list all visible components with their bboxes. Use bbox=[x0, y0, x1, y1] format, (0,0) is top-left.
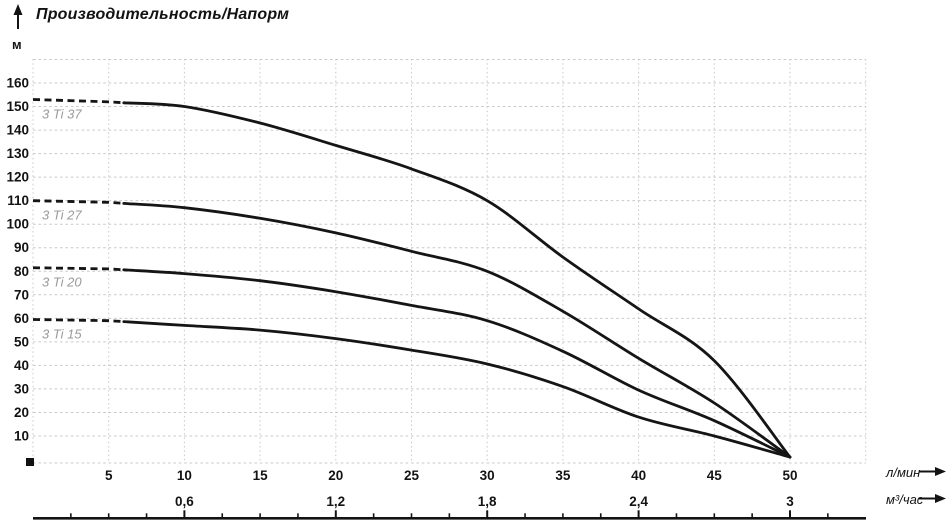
pump-curve-3-ti-37 bbox=[122, 101, 792, 459]
series-label-3-ti-37: 3 Ti 37 bbox=[42, 106, 82, 121]
x-tick-label-m3h: 2,4 bbox=[629, 494, 648, 509]
x-tick-label-lmin: 10 bbox=[177, 468, 192, 483]
lmin-axis-arrow-icon bbox=[935, 467, 946, 476]
y-tick-label: 10 bbox=[14, 428, 29, 443]
x-tick-label-lmin: 5 bbox=[105, 468, 113, 483]
x-tick-label-lmin: 45 bbox=[707, 468, 723, 483]
pump-curve-3-ti-27 bbox=[122, 202, 792, 459]
y-tick-label: 20 bbox=[14, 405, 29, 420]
x-tick-label-m3h: 3 bbox=[786, 494, 794, 509]
x-axis-unit-label-lmin: л/мин bbox=[886, 465, 921, 480]
y-tick-label: 90 bbox=[14, 240, 29, 255]
y-axis-unit-label: м bbox=[12, 37, 22, 52]
x-tick-label-lmin: 20 bbox=[328, 468, 343, 483]
y-tick-label: 110 bbox=[7, 193, 29, 208]
x-tick-label-m3h: 0,6 bbox=[175, 494, 194, 509]
y-tick-label: 60 bbox=[14, 311, 29, 326]
chart-title: Производительность/Напорм bbox=[36, 6, 290, 23]
y-tick-label: 100 bbox=[6, 217, 29, 232]
series-label-3-ti-27: 3 Ti 27 bbox=[42, 208, 82, 223]
y-tick-label: 50 bbox=[14, 334, 29, 349]
pump-curve-dashed-3-ti-20 bbox=[32, 266, 124, 272]
pump-curve-dashed-3-ti-37 bbox=[32, 98, 124, 105]
y-tick-label: 40 bbox=[14, 358, 29, 373]
x-axis-unit-label-m3h: м³/час bbox=[886, 492, 924, 507]
y-tick-label: 160 bbox=[6, 76, 29, 91]
x-tick-label-lmin: 15 bbox=[253, 468, 269, 483]
x-tick-label-lmin: 25 bbox=[404, 468, 420, 483]
y-tick-label: 120 bbox=[6, 170, 29, 185]
y-tick-label: 150 bbox=[6, 99, 29, 114]
x-tick-label-lmin: 35 bbox=[555, 468, 571, 483]
y-tick-label: 70 bbox=[14, 287, 29, 302]
pump-curve-dashed-3-ti-15 bbox=[32, 318, 124, 324]
y-axis-arrow-icon bbox=[13, 4, 23, 15]
x-tick-label-lmin: 40 bbox=[631, 468, 646, 483]
x-tick-label-lmin: 50 bbox=[782, 468, 797, 483]
x-tick-label-m3h: 1,8 bbox=[478, 494, 497, 509]
pump-curve-dashed-3-ti-27 bbox=[32, 199, 124, 205]
x-tick-label-lmin: 30 bbox=[480, 468, 495, 483]
y-tick-label: 80 bbox=[14, 264, 29, 279]
pump-curve-3-ti-15 bbox=[122, 320, 792, 459]
y-tick-label: 30 bbox=[14, 381, 29, 396]
pump-curve-3-ti-20 bbox=[122, 268, 792, 459]
y-tick-label: 140 bbox=[6, 123, 29, 138]
m3h-axis-arrow-icon bbox=[935, 494, 946, 503]
series-label-3-ti-20: 3 Ti 20 bbox=[42, 275, 82, 290]
origin-marker-square bbox=[26, 458, 34, 466]
series-label-3-ti-15: 3 Ti 15 bbox=[42, 326, 82, 341]
x-tick-label-m3h: 1,2 bbox=[326, 494, 345, 509]
y-tick-label: 130 bbox=[6, 146, 29, 161]
